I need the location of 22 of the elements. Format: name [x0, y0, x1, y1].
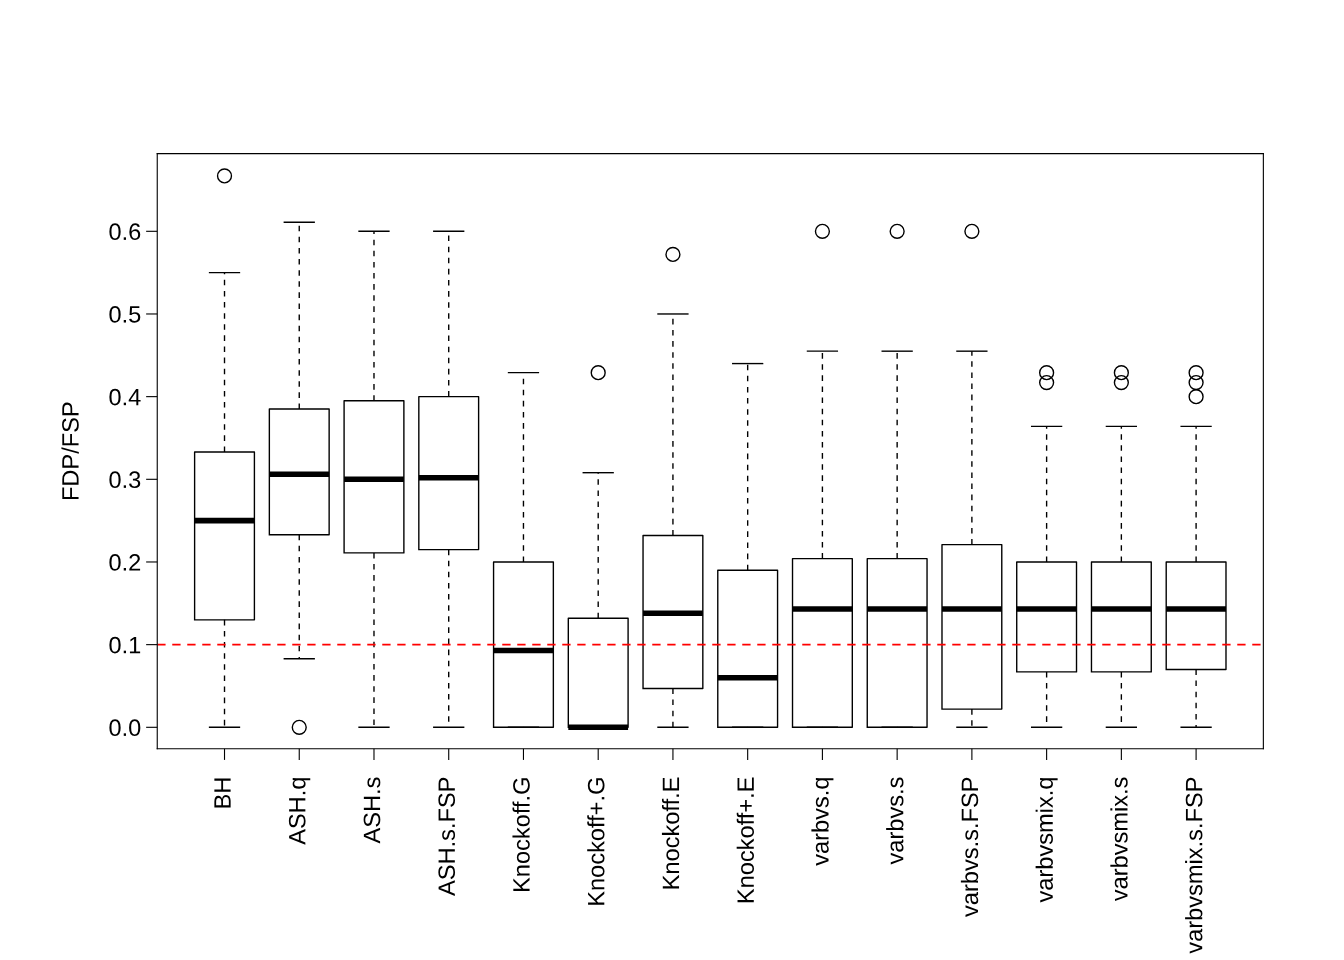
x-tick-label: Knockoff+.E: [736, 777, 755, 903]
x-tick-label: varbvsmix.s: [1110, 777, 1128, 902]
x-tick-label: varbvsmix.q: [1035, 778, 1058, 903]
y-tick-label: 0.3: [109, 471, 141, 489]
x-tick-label: varbvs.s.FSP: [960, 777, 979, 917]
x-tick-label: varbvs.s: [886, 777, 904, 865]
x-tick-label: varbvsmix.s.FSP: [1185, 777, 1203, 954]
x-tick-label: varbvs.q: [811, 778, 834, 866]
y-tick-label: 0.6: [109, 223, 141, 241]
x-tick-label: BH: [214, 778, 231, 808]
y-tick-label: 0.2: [109, 554, 141, 571]
y-tick-label: 0.1: [109, 636, 141, 654]
x-tick-label: ASH.q: [288, 778, 311, 845]
y-tick-label: 0.0: [109, 719, 141, 737]
y-tick-label: 0.4: [109, 388, 141, 406]
x-tick-label: ASH.s.FSP: [438, 777, 456, 896]
y-axis-title: FDP/FSP: [61, 402, 79, 500]
x-tick-label: Knockoff.E: [661, 777, 680, 889]
x-tick-label: ASH.s: [363, 777, 381, 844]
x-tick-label: Knockoff+.G: [587, 778, 605, 905]
x-tick-label: Knockoff.G: [512, 778, 530, 892]
y-tick-label: 0.5: [109, 306, 141, 323]
